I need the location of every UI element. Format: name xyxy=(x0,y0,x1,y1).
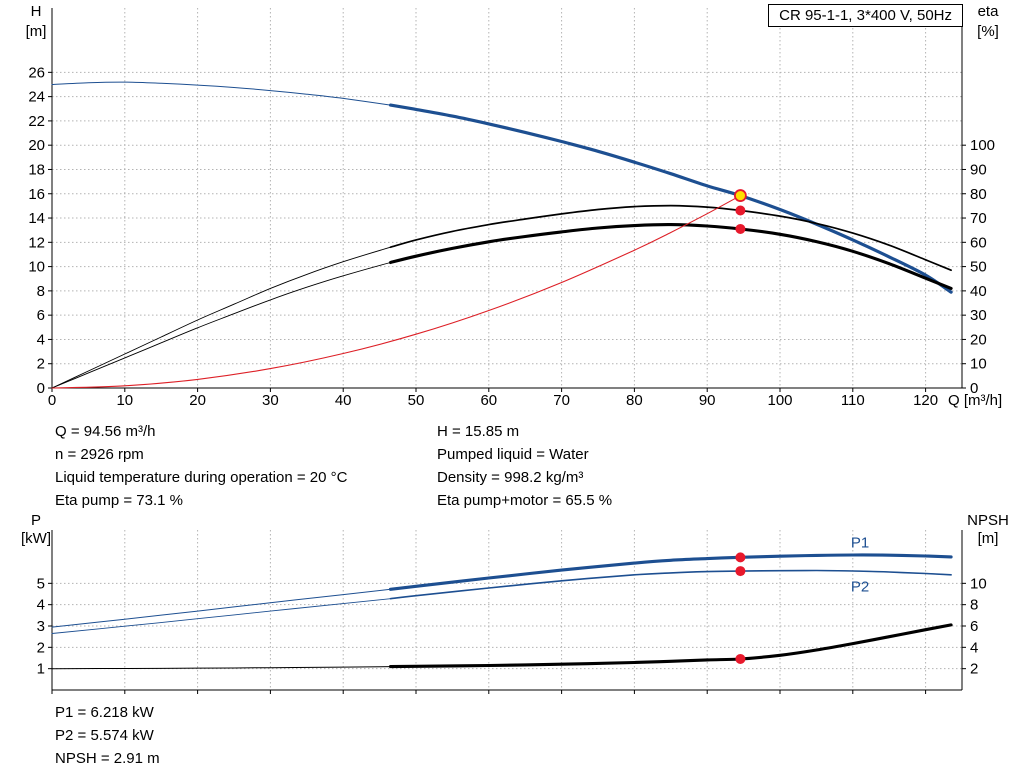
svg-text:20: 20 xyxy=(189,392,206,409)
svg-text:Q [m³/h]: Q [m³/h] xyxy=(948,392,1002,409)
svg-text:0: 0 xyxy=(37,380,45,397)
svg-text:2: 2 xyxy=(37,356,45,373)
readout-speed: n = 2926 rpm xyxy=(55,446,144,463)
svg-text:10: 10 xyxy=(28,259,45,276)
svg-text:24: 24 xyxy=(28,89,45,106)
svg-text:30: 30 xyxy=(970,307,987,324)
svg-text:14: 14 xyxy=(28,210,45,227)
readout-head: H = 15.85 m xyxy=(437,423,520,440)
svg-text:20: 20 xyxy=(970,331,987,348)
svg-text:[m]: [m] xyxy=(978,530,999,547)
svg-text:26: 26 xyxy=(28,64,45,81)
svg-text:70: 70 xyxy=(553,392,570,409)
readout-eta-pump: Eta pump = 73.1 % xyxy=(55,492,183,509)
svg-text:H: H xyxy=(31,3,42,20)
svg-text:22: 22 xyxy=(28,113,45,130)
readout-density: Density = 998.2 kg/m³ xyxy=(437,469,584,486)
svg-text:8: 8 xyxy=(970,597,978,614)
svg-text:16: 16 xyxy=(28,186,45,203)
svg-text:18: 18 xyxy=(28,161,45,178)
svg-text:60: 60 xyxy=(480,392,497,409)
svg-text:eta: eta xyxy=(978,3,1000,20)
readout-flow: Q = 94.56 m³/h xyxy=(55,423,156,440)
svg-text:90: 90 xyxy=(970,161,987,178)
hq-eta-chart: 0 10 20 30 40 50 60 70 80 90 100 110 120024681012141… xyxy=(26,3,1003,409)
readout-eta-pump-motor: Eta pump+motor = 65.5 % xyxy=(437,492,613,509)
svg-text:30: 30 xyxy=(262,392,279,409)
power-readouts: P1 = 6.218 kW P2 = 5.574 kW NPSH = 2.91 … xyxy=(55,701,160,770)
readout-p1: P1 = 6.218 kW xyxy=(55,704,154,721)
svg-text:12: 12 xyxy=(28,234,45,251)
svg-text:70: 70 xyxy=(970,210,987,227)
svg-text:10: 10 xyxy=(116,392,133,409)
pump-model-title: CR 95-1-1, 3*400 V, 50Hz xyxy=(768,4,963,27)
readout-p2: P2 = 5.574 kW xyxy=(55,727,154,744)
duty-readouts-right: H = 15.85 m Pumped liquid = Water Densit… xyxy=(437,420,612,512)
svg-text:P: P xyxy=(31,515,41,529)
svg-text:4: 4 xyxy=(37,331,45,348)
svg-text:P1: P1 xyxy=(851,534,869,551)
readout-liquid-temperature: Liquid temperature during operation = 20… xyxy=(55,469,348,486)
svg-text:40: 40 xyxy=(970,283,987,300)
svg-text:[%]: [%] xyxy=(977,23,999,40)
svg-text:NPSH: NPSH xyxy=(967,515,1009,529)
svg-text:60: 60 xyxy=(970,234,987,251)
svg-text:50: 50 xyxy=(970,259,987,276)
svg-text:4: 4 xyxy=(37,597,45,614)
svg-text:2: 2 xyxy=(970,661,978,678)
svg-text:3: 3 xyxy=(37,618,45,635)
svg-text:0: 0 xyxy=(48,392,56,409)
svg-text:[m]: [m] xyxy=(26,23,47,40)
svg-text:100: 100 xyxy=(970,137,995,154)
svg-text:2: 2 xyxy=(37,639,45,656)
duty-readouts-left: Q = 94.56 m³/h n = 2926 rpm Liquid tempe… xyxy=(55,420,347,512)
svg-text:120: 120 xyxy=(913,392,938,409)
readout-pumped-liquid: Pumped liquid = Water xyxy=(437,446,589,463)
svg-text:40: 40 xyxy=(335,392,352,409)
svg-text:0: 0 xyxy=(970,380,978,397)
svg-text:20: 20 xyxy=(28,137,45,154)
svg-text:8: 8 xyxy=(37,283,45,300)
svg-text:1: 1 xyxy=(37,661,45,678)
svg-text:10: 10 xyxy=(970,356,987,373)
svg-text:80: 80 xyxy=(626,392,643,409)
svg-text:50: 50 xyxy=(408,392,425,409)
svg-text:5: 5 xyxy=(37,575,45,592)
svg-text:110: 110 xyxy=(841,392,865,409)
svg-text:100: 100 xyxy=(767,392,792,409)
svg-text:[kW]: [kW] xyxy=(21,530,51,547)
readout-npsh: NPSH = 2.91 m xyxy=(55,750,160,767)
svg-text:4: 4 xyxy=(970,639,978,656)
svg-text:6: 6 xyxy=(37,307,45,324)
svg-text:10: 10 xyxy=(970,575,987,592)
power-npsh-chart: 1 2 3 4 5 2 4 6 8 10 P[kW] NPSH[m] P1 P2 xyxy=(21,515,1009,694)
svg-text:P2: P2 xyxy=(851,578,869,595)
svg-text:90: 90 xyxy=(699,392,716,409)
svg-text:80: 80 xyxy=(970,186,987,203)
svg-text:6: 6 xyxy=(970,618,978,635)
